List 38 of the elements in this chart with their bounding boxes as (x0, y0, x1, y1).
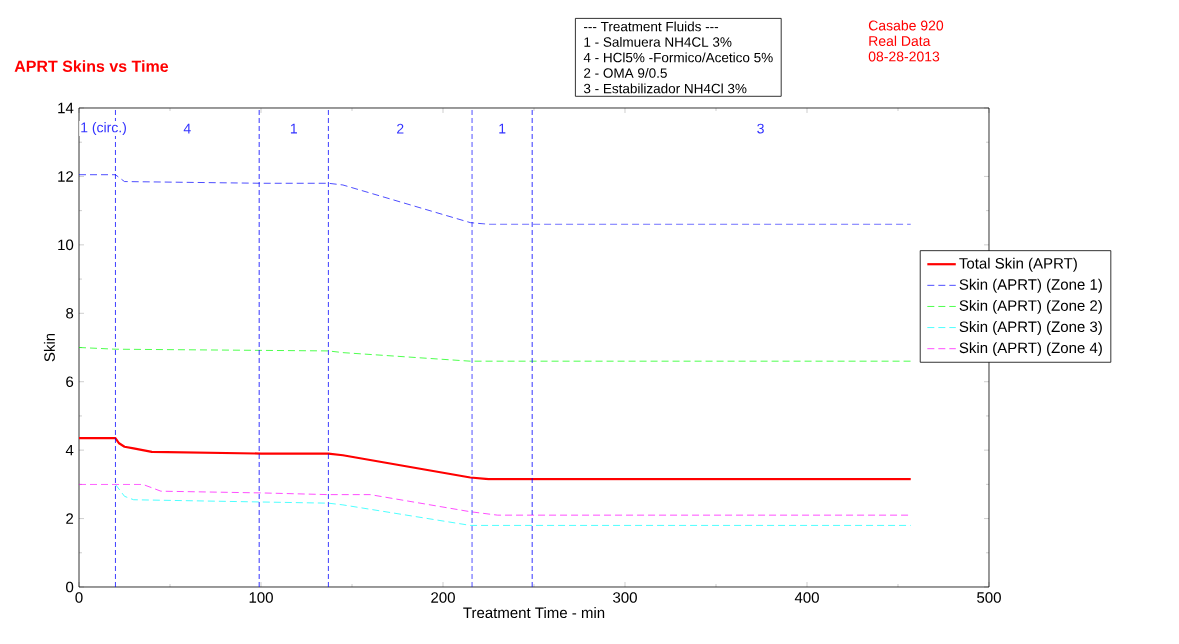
text: Casabe 920 (868, 20, 944, 31)
y-axis-title: Skin (43, 333, 55, 362)
text: 08-28-2013 (868, 51, 940, 62)
y-tick-label: 4 (65, 444, 74, 456)
legend-label: Skin (APRT) (Zone 3) (959, 321, 1102, 335)
annotation: 1 (499, 123, 506, 134)
text: --- Treatment Fluids --- (584, 21, 719, 32)
annotation: 4 (183, 123, 191, 134)
text: Real Data (869, 35, 931, 46)
x-tick-label: 300 (613, 592, 637, 603)
text: 4 - HCl5% -Formico/Acetico 5% (583, 52, 773, 63)
y-tick-label: 14 (58, 102, 74, 114)
text: 1 - Salmuera NH4CL 3% (584, 36, 732, 47)
y-tick-label: 8 (66, 307, 74, 319)
x-tick-label: 0 (75, 592, 83, 603)
x-axis-title: Treatment Time - min (463, 607, 605, 619)
y-tick-label: 6 (66, 376, 74, 388)
text: 2 - OMA 9/0.5 (584, 67, 667, 78)
annotation: 2 (397, 123, 404, 134)
line-series (115, 484, 912, 526)
y-tick-label: 0 (66, 581, 74, 593)
chart-subtitle: APRT Skins vs Time (14, 60, 169, 72)
legend-label: Skin (APRT) (Zone 2) (959, 299, 1102, 314)
text: 3 - Estabilizador NH4Cl 3% (583, 83, 747, 94)
y-tick-label: 10 (58, 239, 74, 251)
legend-label: Total Skin (APRT) (959, 257, 1077, 272)
y-tick-label: 2 (66, 513, 74, 524)
annotation: 3 (757, 123, 764, 134)
legend-label: Skin (APRT) (Zone 1) (959, 278, 1102, 293)
line-series (79, 437, 912, 481)
x-tick-label: 100 (249, 592, 273, 603)
x-tick-label: 500 (977, 592, 1001, 603)
y-tick-label: 12 (58, 171, 74, 182)
x-tick-label: 200 (431, 592, 455, 603)
x-tick-label: 400 (794, 592, 819, 603)
annotation: 1 (circ.) (81, 122, 126, 136)
legend-label: Skin (APRT) (Zone 4) (959, 342, 1102, 357)
annotation: 1 (290, 123, 297, 134)
